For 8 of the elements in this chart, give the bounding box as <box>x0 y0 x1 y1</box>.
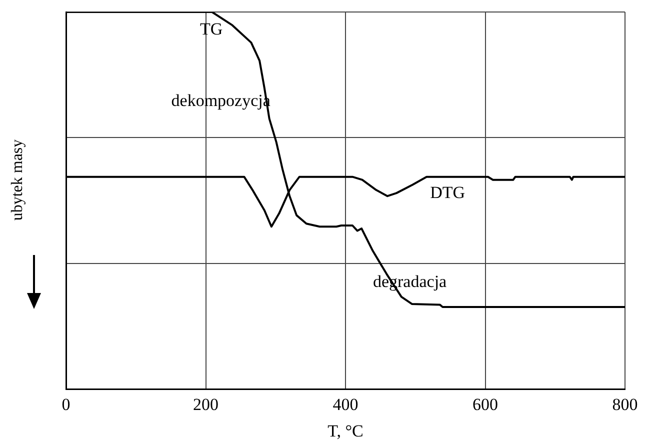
series-label: DTG <box>430 183 466 202</box>
x-tick-label: 800 <box>612 394 638 414</box>
x-tick-label: 0 <box>62 394 70 414</box>
x-tick-label: 600 <box>472 394 498 414</box>
x-tick-label: 400 <box>332 394 358 414</box>
x-tick-label: 200 <box>193 394 218 414</box>
y-axis-title: ubytek masy <box>9 139 27 221</box>
x-axis-title: T, °C <box>328 421 364 440</box>
